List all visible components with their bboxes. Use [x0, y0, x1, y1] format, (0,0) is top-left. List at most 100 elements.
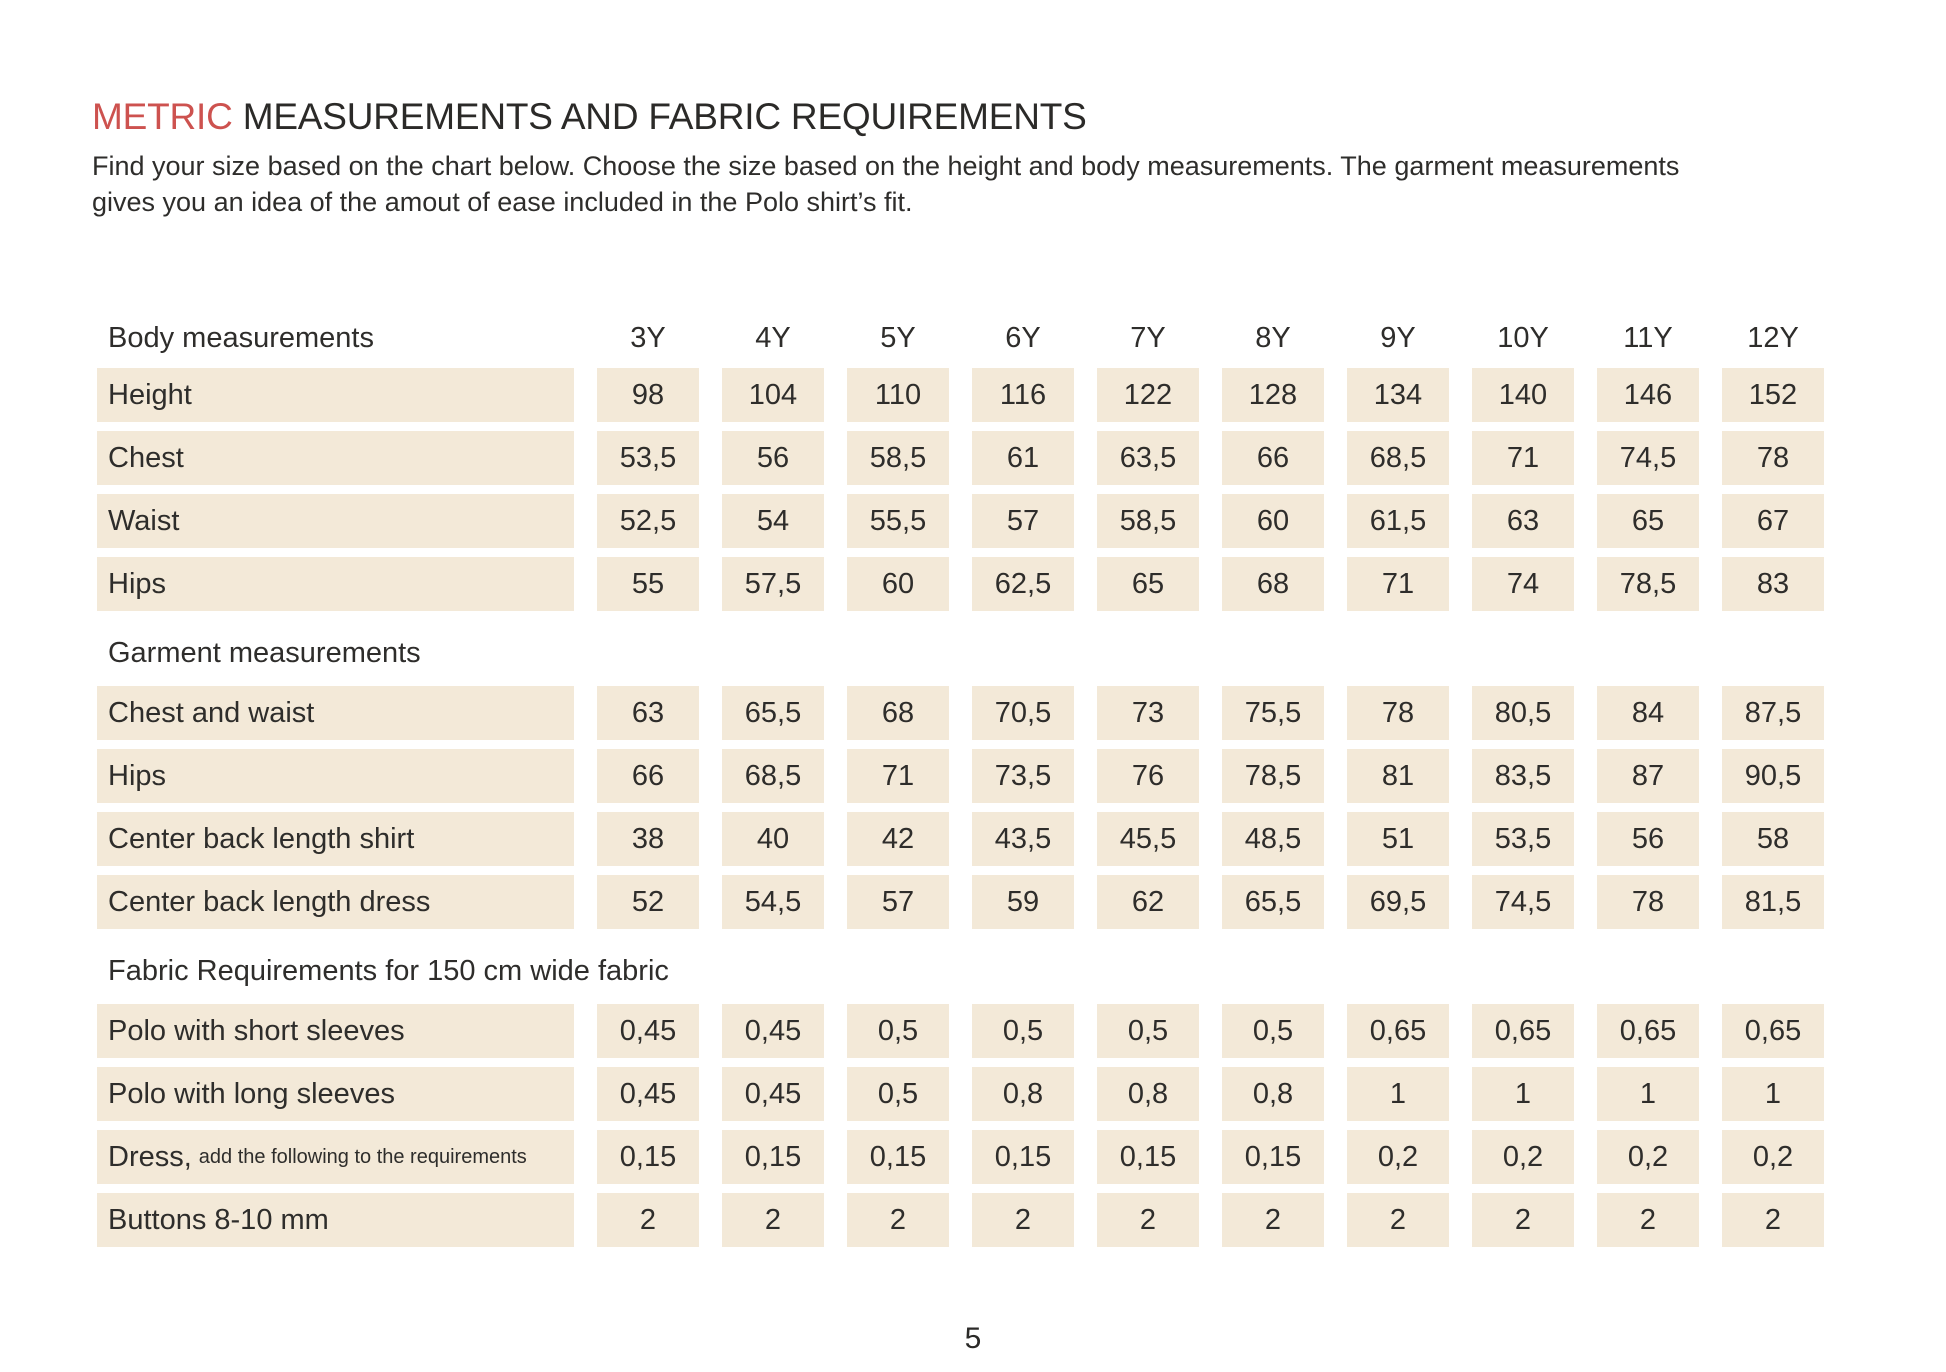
page-title: METRIC MEASUREMENTS AND FABRIC REQUIREME…	[92, 96, 1852, 138]
row-label: Waist	[97, 494, 574, 548]
cell-value: 74,5	[1472, 875, 1574, 929]
cell-value: 146	[1597, 368, 1699, 422]
row-label-text: Height	[108, 378, 192, 411]
cell-value: 78	[1347, 686, 1449, 740]
table-row: Chest 53,5 56 58,5 61 63,5 66 68,5 71 74,5 78	[97, 431, 1824, 485]
cell-value: 110	[847, 368, 949, 422]
cell-value: 0,65	[1472, 1004, 1574, 1058]
table-row: Hips 55 57,5 60 62,5 65 68 71 74 78,5 83	[97, 557, 1824, 611]
cell-value: 116	[972, 368, 1074, 422]
row-label-text: Dress,	[108, 1140, 192, 1173]
section-header-row: Fabric Requirements for 150 cm wide fabr…	[97, 938, 1824, 1004]
cell-value: 54	[722, 494, 824, 548]
cell-value: 0,2	[1347, 1130, 1449, 1184]
cell-value: 2	[1597, 1193, 1699, 1247]
cell-value: 0,65	[1597, 1004, 1699, 1058]
cell-value: 0,8	[1097, 1067, 1199, 1121]
cell-value: 1	[1722, 1067, 1824, 1121]
cell-value: 68	[1222, 557, 1324, 611]
cell-value: 2	[847, 1193, 949, 1247]
cell-value: 2	[1722, 1193, 1824, 1247]
cell-value: 98	[597, 368, 699, 422]
cell-value: 0,15	[597, 1130, 699, 1184]
section-header-row: Garment measurements	[97, 620, 1824, 686]
cell-value: 2	[972, 1193, 1074, 1247]
cell-value: 66	[1222, 431, 1324, 485]
cell-value: 81	[1347, 749, 1449, 803]
cell-value: 0,65	[1722, 1004, 1824, 1058]
cell-value: 38	[597, 812, 699, 866]
cell-value: 2	[1097, 1193, 1199, 1247]
cell-value: 61	[972, 431, 1074, 485]
cell-value: 56	[1597, 812, 1699, 866]
cell-value: 58	[1722, 812, 1824, 866]
row-label: Dress, add the following to the requireme…	[97, 1130, 574, 1184]
section-heading: Body measurements	[108, 321, 374, 354]
cell-value: 0,5	[1097, 1004, 1199, 1058]
table-row: Chest and waist 63 65,5 68 70,5 73 75,5 78 80,5 8…	[97, 686, 1824, 740]
cell-value: 0,45	[597, 1004, 699, 1058]
cell-value: 68,5	[722, 749, 824, 803]
row-label-text: Polo with long sleeves	[108, 1077, 395, 1110]
cell-value: 53,5	[597, 431, 699, 485]
cell-value: 60	[1222, 494, 1324, 548]
row-label: Buttons 8-10 mm	[97, 1193, 574, 1247]
size-column-header: 5Y	[880, 321, 916, 354]
cell-value: 0,45	[597, 1067, 699, 1121]
cell-value: 76	[1097, 749, 1199, 803]
row-label: Center back length shirt	[97, 812, 574, 866]
cell-value: 65,5	[722, 686, 824, 740]
cell-value: 78	[1722, 431, 1824, 485]
cell-value: 1	[1472, 1067, 1574, 1121]
cell-value: 65	[1097, 557, 1199, 611]
cell-value: 57	[847, 875, 949, 929]
cell-value: 83	[1722, 557, 1824, 611]
row-label-suffix: add the following to the requirements	[198, 1145, 527, 1168]
cell-value: 140	[1472, 368, 1574, 422]
cell-value: 0,65	[1347, 1004, 1449, 1058]
cell-value: 73	[1097, 686, 1199, 740]
size-column-header: 6Y	[1005, 321, 1041, 354]
cell-value: 104	[722, 368, 824, 422]
cell-value: 68	[847, 686, 949, 740]
row-label: Polo with short sleeves	[97, 1004, 574, 1058]
cell-value: 87	[1597, 749, 1699, 803]
cell-value: 54,5	[722, 875, 824, 929]
measurement-table: Body measurements 3Y 4Y 5Y 6Y 7Y 8Y 9Y 10Y 11Y 12Y…	[97, 310, 1824, 1256]
cell-value: 40	[722, 812, 824, 866]
cell-value: 0,5	[1222, 1004, 1324, 1058]
cell-value: 55,5	[847, 494, 949, 548]
cell-value: 2	[1347, 1193, 1449, 1247]
row-label-text: Center back length shirt	[108, 822, 415, 855]
cell-value: 71	[1472, 431, 1574, 485]
cell-value: 152	[1722, 368, 1824, 422]
cell-value: 83,5	[1472, 749, 1574, 803]
cell-value: 70,5	[972, 686, 1074, 740]
row-label-text: Chest and waist	[108, 696, 315, 729]
cell-value: 84	[1597, 686, 1699, 740]
cell-value: 63	[597, 686, 699, 740]
cell-value: 0,15	[972, 1130, 1074, 1184]
table-row: Hips 66 68,5 71 73,5 76 78,5 81 83,5 87 90,5	[97, 749, 1824, 803]
cell-value: 134	[1347, 368, 1449, 422]
row-label: Polo with long sleeves	[97, 1067, 574, 1121]
cell-value: 61,5	[1347, 494, 1449, 548]
title-rest-text: MEASUREMENTS AND FABRIC REQUIREMENTS	[232, 96, 1087, 137]
cell-value: 74,5	[1597, 431, 1699, 485]
cell-value: 69,5	[1347, 875, 1449, 929]
cell-value: 2	[722, 1193, 824, 1247]
table-row: Polo with long sleeves 0,45 0,45 0,5 0,8 0,8 0…	[97, 1067, 1824, 1121]
intro-line-2: gives you an idea of the amout of ease i…	[92, 187, 913, 217]
cell-value: 71	[1347, 557, 1449, 611]
cell-value: 78	[1597, 875, 1699, 929]
cell-value: 58,5	[1097, 494, 1199, 548]
row-label: Chest	[97, 431, 574, 485]
cell-value: 0,15	[1222, 1130, 1324, 1184]
table-row: Polo with short sleeves 0,45 0,45 0,5 0,5 0,5…	[97, 1004, 1824, 1058]
cell-value: 1	[1597, 1067, 1699, 1121]
cell-value: 0,15	[1097, 1130, 1199, 1184]
cell-value: 78,5	[1597, 557, 1699, 611]
cell-value: 60	[847, 557, 949, 611]
cell-value: 0,2	[1597, 1130, 1699, 1184]
